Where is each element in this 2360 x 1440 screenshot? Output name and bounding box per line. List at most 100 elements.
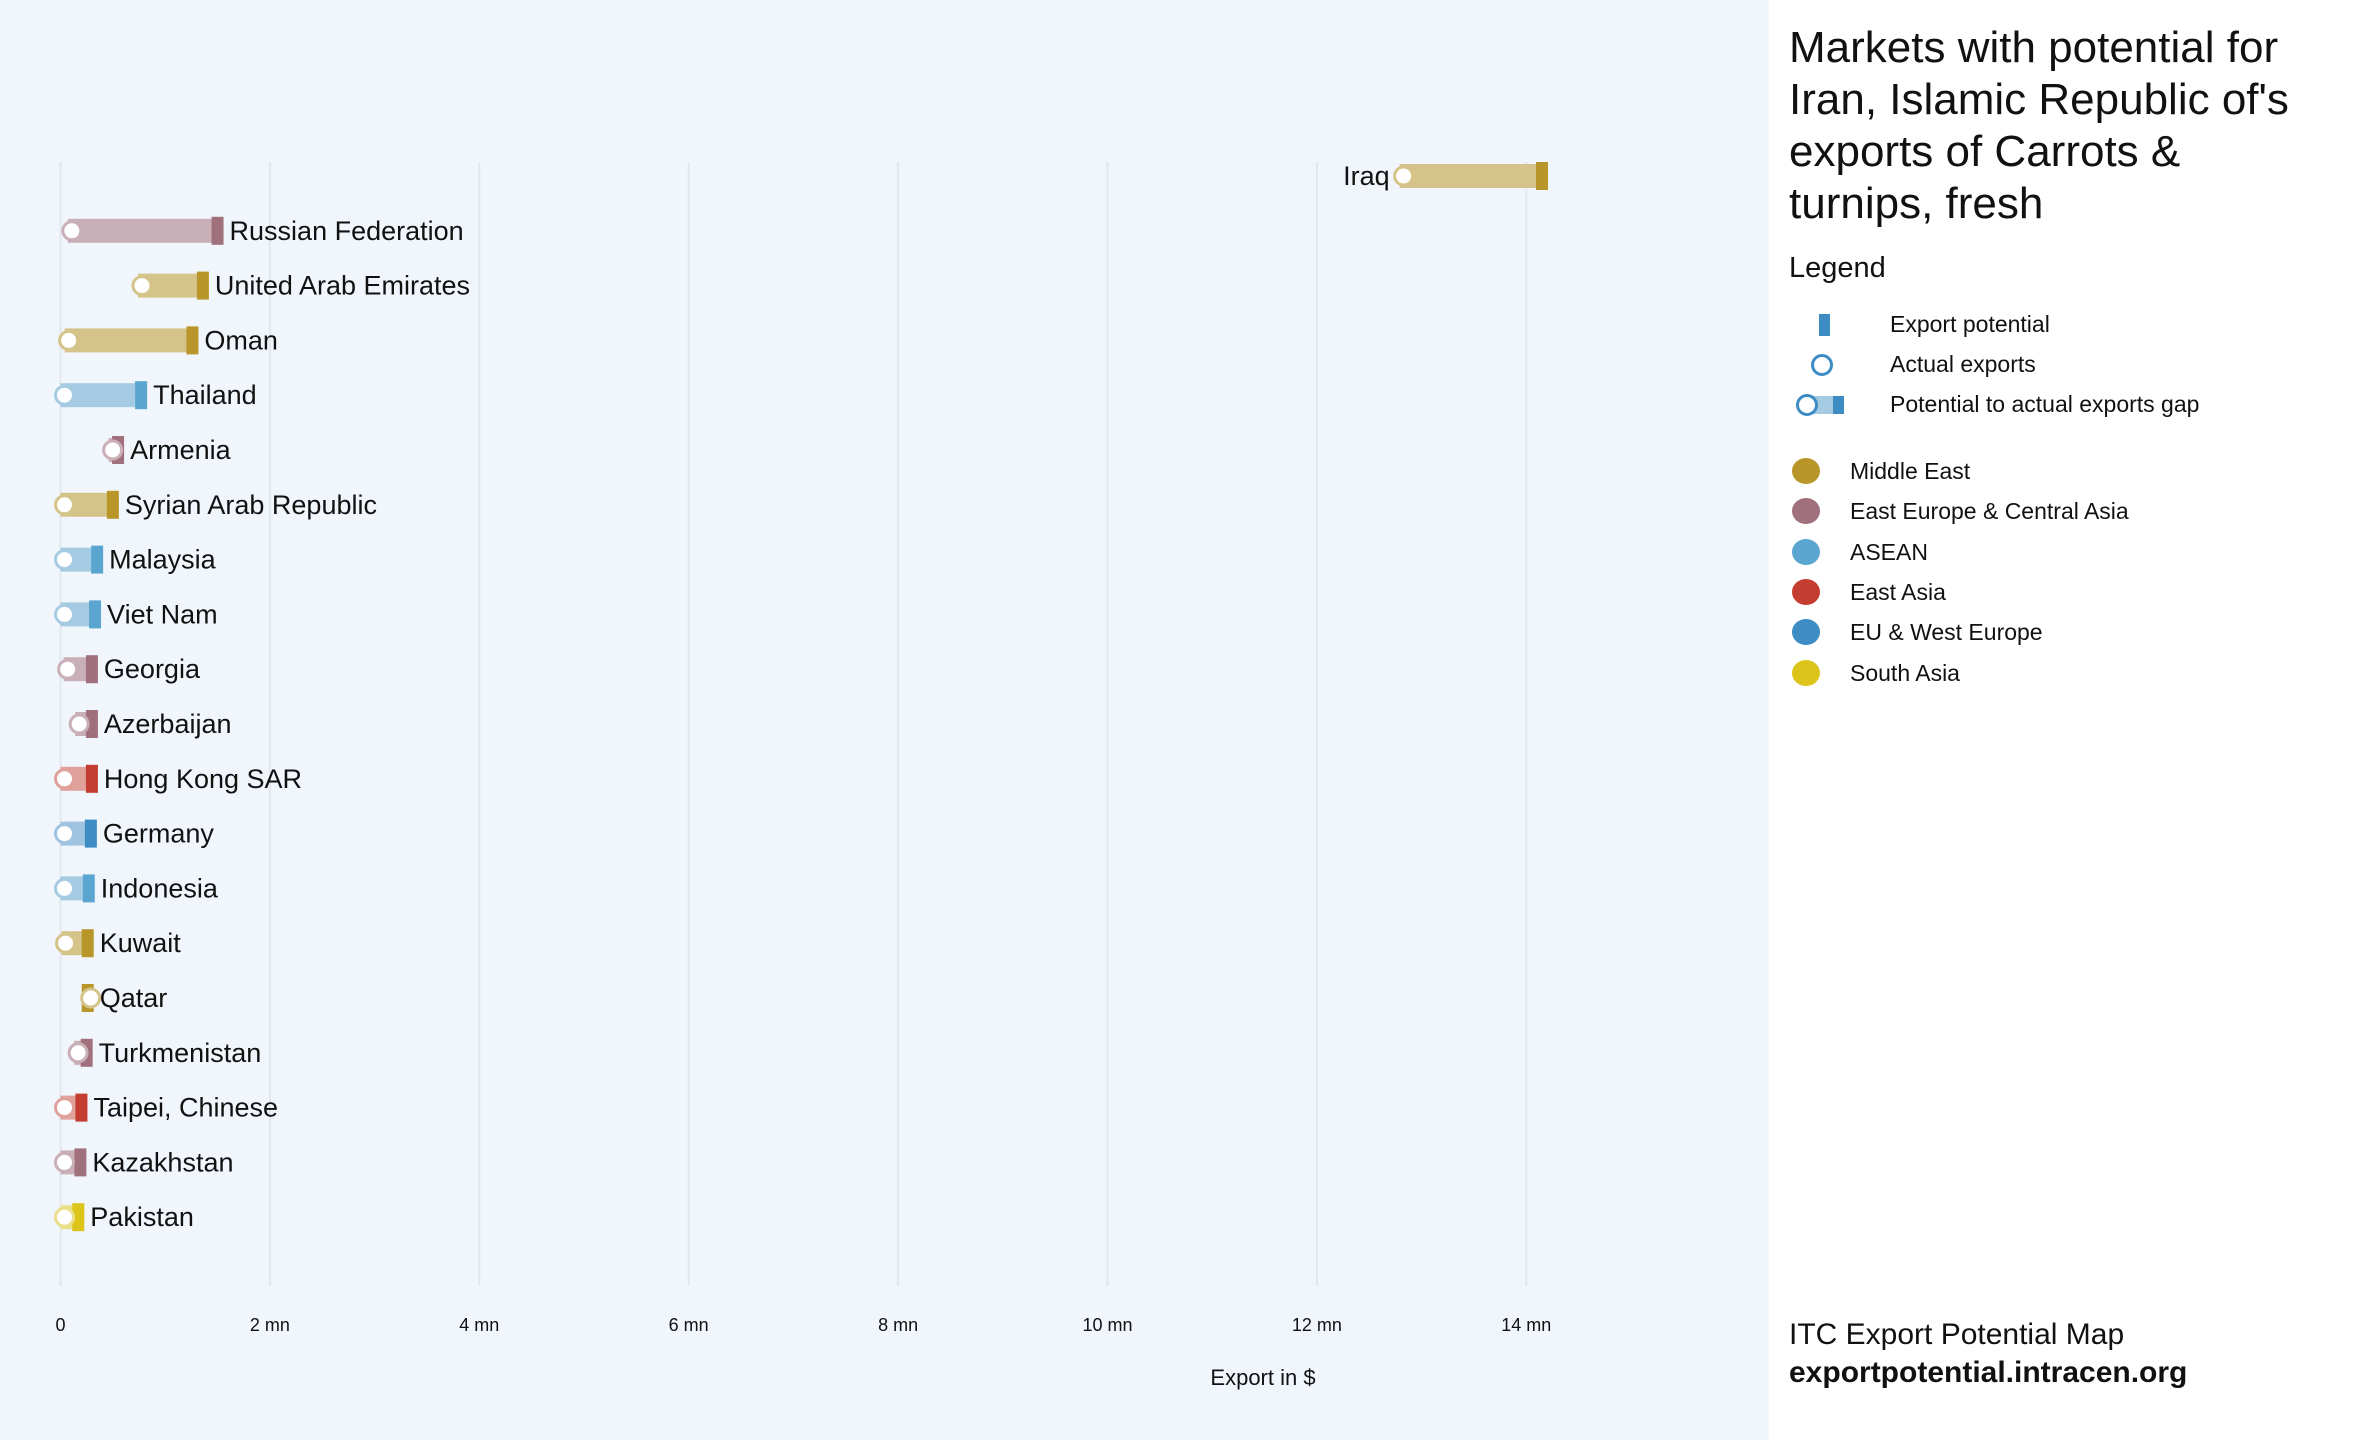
market-label: Taipei, Chinese bbox=[93, 1093, 278, 1123]
market-row: Armenia bbox=[102, 435, 232, 465]
market-label: Russian Federation bbox=[230, 216, 464, 246]
actual-exports-marker bbox=[54, 768, 75, 790]
market-label: Syrian Arab Republic bbox=[125, 490, 377, 520]
region-dot-icon bbox=[1792, 538, 1820, 565]
actual-exports-marker bbox=[61, 220, 83, 242]
market-label: Georgia bbox=[104, 654, 201, 684]
x-tick-label: 8 mn bbox=[878, 1315, 918, 1335]
market-label: United Arab Emirates bbox=[215, 271, 470, 301]
market-row: Viet Nam bbox=[54, 599, 218, 629]
export-potential-marker bbox=[91, 545, 104, 574]
circle-outline-icon bbox=[1811, 354, 1833, 376]
region-dot-icon bbox=[1792, 619, 1820, 646]
market-row: Pakistan bbox=[54, 1202, 194, 1232]
actual-exports-marker bbox=[80, 987, 102, 1009]
bar-marker-icon bbox=[1833, 396, 1844, 414]
x-tick-label: 6 mn bbox=[669, 1315, 709, 1335]
footer-link[interactable]: exportpotential.intracen.org bbox=[1789, 1356, 2188, 1389]
legend-region-label: East Asia bbox=[1850, 578, 1946, 605]
actual-exports-marker bbox=[1393, 165, 1415, 187]
chart-title: Markets with potential for Iran, Islamic… bbox=[1789, 23, 2289, 228]
market-label: Thailand bbox=[153, 380, 257, 410]
export-potential-marker bbox=[85, 764, 98, 793]
market-label: Indonesia bbox=[101, 873, 219, 903]
region-dot-icon bbox=[1792, 458, 1820, 484]
actual-exports-marker bbox=[54, 1097, 75, 1119]
side-panel: Markets with potential for Iran, Islamic… bbox=[1769, 0, 2360, 1440]
actual-exports-marker bbox=[54, 494, 75, 516]
legend-symbol-label: Actual exports bbox=[1890, 351, 2036, 377]
legend-heading: Legend bbox=[1789, 252, 1886, 284]
export-potential-marker bbox=[82, 874, 95, 903]
x-tick-label: 0 bbox=[55, 1315, 65, 1335]
export-potential-marker bbox=[85, 710, 98, 738]
market-row: Russian Federation bbox=[61, 216, 464, 246]
market-label: Qatar bbox=[100, 983, 168, 1013]
legend-symbol-label: Export potential bbox=[1890, 311, 2050, 337]
market-row: Germany bbox=[54, 819, 215, 849]
export-potential-marker bbox=[186, 326, 199, 355]
market-row: Taipei, Chinese bbox=[54, 1093, 278, 1123]
actual-exports-marker bbox=[54, 549, 75, 571]
market-label: Armenia bbox=[130, 435, 232, 465]
export-potential-marker bbox=[74, 1148, 87, 1177]
export-potential-marker bbox=[72, 1203, 85, 1232]
gap-bar bbox=[67, 218, 218, 243]
market-label: Germany bbox=[103, 819, 215, 849]
bar-marker-icon bbox=[1819, 314, 1830, 336]
market-row: Thailand bbox=[54, 380, 257, 410]
x-axis-label: Export in $ bbox=[1210, 1365, 1315, 1390]
market-label: Kuwait bbox=[100, 928, 182, 958]
export-potential-marker bbox=[106, 490, 119, 519]
x-tick-label: 14 mn bbox=[1501, 1315, 1551, 1335]
market-label: Pakistan bbox=[90, 1202, 194, 1232]
market-row: Malaysia bbox=[54, 545, 217, 575]
market-row: Oman bbox=[58, 325, 278, 355]
actual-exports-marker bbox=[54, 603, 75, 625]
actual-exports-marker bbox=[57, 658, 79, 680]
legend-region-label: East Europe & Central Asia bbox=[1850, 498, 2129, 525]
actual-exports-marker bbox=[54, 1206, 75, 1228]
export-potential-marker bbox=[85, 655, 98, 684]
gap-bar bbox=[1399, 164, 1543, 188]
gridlines bbox=[59, 162, 1528, 1286]
export-potential-marker bbox=[75, 1093, 88, 1122]
footer-source: ITC Export Potential Map bbox=[1789, 1318, 2125, 1351]
bars: Iraq Russian Federation United Arab Emirat… bbox=[54, 161, 1549, 1232]
actual-exports-marker bbox=[102, 439, 124, 461]
market-row: United Arab Emirates bbox=[131, 271, 470, 301]
market-row: Kuwait bbox=[55, 928, 182, 958]
market-row: Iraq bbox=[1343, 161, 1549, 191]
export-potential-marker bbox=[84, 819, 97, 848]
market-label: Kazakhstan bbox=[92, 1147, 233, 1177]
export-potential-marker bbox=[135, 381, 148, 410]
actual-exports-marker bbox=[54, 384, 75, 406]
market-row: Indonesia bbox=[54, 873, 219, 903]
actual-exports-marker bbox=[131, 275, 153, 297]
region-dot-icon bbox=[1792, 498, 1820, 525]
chart: Iraq Russian Federation United Arab Emirat… bbox=[54, 161, 1551, 1390]
market-label: Hong Kong SAR bbox=[104, 764, 302, 794]
export-potential-marker bbox=[211, 216, 224, 245]
actual-exports-marker bbox=[54, 823, 75, 845]
actual-exports-marker bbox=[54, 1151, 75, 1173]
x-axis-ticks: 0 2 mn 4 mn 6 mn 8 mn 10 mn 12 mn 14 mn bbox=[55, 1315, 1551, 1335]
x-tick-label: 2 mn bbox=[250, 1315, 290, 1335]
market-row: Qatar bbox=[80, 983, 168, 1013]
market-label: Turkmenistan bbox=[99, 1038, 262, 1068]
legend-region-label: EU & West Europe bbox=[1850, 619, 2043, 646]
export-potential-marker bbox=[196, 271, 209, 300]
gap-bar bbox=[64, 328, 193, 353]
legend-region-label: South Asia bbox=[1850, 659, 1960, 686]
region-dot-icon bbox=[1792, 578, 1820, 605]
market-label: Viet Nam bbox=[107, 599, 218, 629]
market-row: Georgia bbox=[57, 654, 201, 684]
actual-exports-marker bbox=[58, 329, 80, 351]
actual-exports-marker bbox=[55, 932, 77, 954]
x-tick-label: 4 mn bbox=[459, 1315, 499, 1335]
legend-region-label: ASEAN bbox=[1850, 538, 1928, 565]
market-label: Oman bbox=[204, 325, 278, 355]
actual-exports-marker bbox=[68, 713, 90, 735]
export-potential-marker bbox=[1536, 162, 1549, 190]
actual-exports-marker bbox=[54, 877, 75, 899]
